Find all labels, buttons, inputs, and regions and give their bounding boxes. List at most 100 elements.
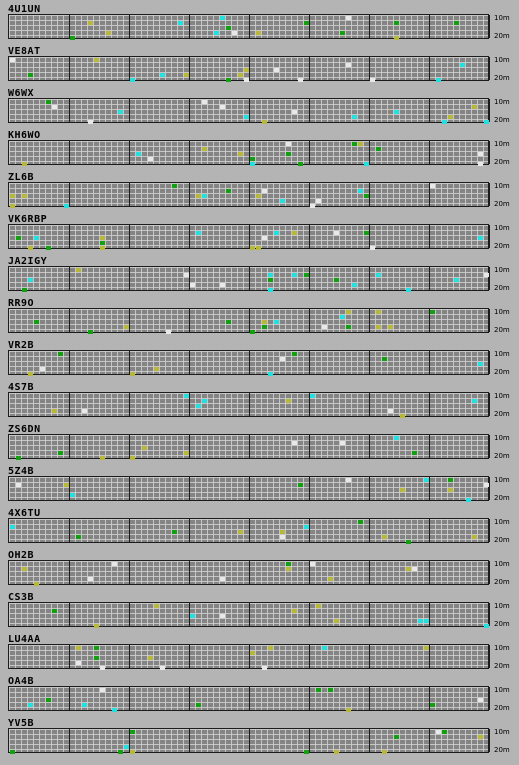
signal-spot bbox=[184, 394, 189, 398]
signal-spot bbox=[334, 231, 339, 235]
day-separator bbox=[249, 57, 250, 80]
signal-spot bbox=[394, 110, 399, 114]
signal-spot bbox=[358, 142, 363, 146]
day-separator bbox=[489, 183, 490, 206]
day-separator bbox=[429, 519, 430, 542]
signal-spot bbox=[118, 110, 123, 114]
day-separator bbox=[189, 687, 190, 710]
station-row: OH2B 10m 20m bbox=[0, 550, 519, 593]
day-separator bbox=[489, 561, 490, 584]
day-separator bbox=[429, 645, 430, 668]
station-row: 5Z4B 10m 20m bbox=[0, 466, 519, 509]
signal-spot bbox=[346, 325, 351, 329]
signal-spot bbox=[262, 325, 267, 329]
day-separator bbox=[249, 561, 250, 584]
signal-spot bbox=[28, 372, 33, 376]
day-separator bbox=[69, 561, 70, 584]
band-label-20m: 20m bbox=[494, 32, 510, 40]
signal-spot bbox=[262, 666, 267, 670]
signal-spot bbox=[448, 115, 453, 119]
signal-spot bbox=[94, 58, 99, 62]
day-separator bbox=[249, 687, 250, 710]
propagation-grid bbox=[8, 266, 490, 292]
signal-spot bbox=[184, 73, 189, 77]
signal-spot bbox=[442, 120, 447, 124]
signal-spot bbox=[202, 147, 207, 151]
signal-spot bbox=[130, 372, 135, 376]
day-separator bbox=[489, 519, 490, 542]
signal-spot bbox=[364, 194, 369, 198]
day-separator bbox=[69, 141, 70, 164]
band-label-20m: 20m bbox=[494, 116, 510, 124]
signal-spot bbox=[64, 483, 69, 487]
signal-spot bbox=[352, 142, 357, 146]
day-separator bbox=[189, 645, 190, 668]
band-label-20m: 20m bbox=[494, 242, 510, 250]
signal-spot bbox=[322, 646, 327, 650]
signal-spot bbox=[454, 21, 459, 25]
signal-spot bbox=[430, 703, 435, 707]
propagation-grid bbox=[8, 182, 490, 208]
signal-spot bbox=[16, 483, 21, 487]
signal-spot bbox=[388, 409, 393, 413]
day-separator bbox=[189, 15, 190, 38]
day-separator bbox=[189, 435, 190, 458]
signal-spot bbox=[394, 21, 399, 25]
day-separator bbox=[369, 729, 370, 752]
day-separator bbox=[369, 687, 370, 710]
signal-spot bbox=[406, 567, 411, 571]
signal-spot bbox=[472, 399, 477, 403]
signal-spot bbox=[52, 609, 57, 613]
signal-spot bbox=[424, 478, 429, 482]
signal-spot bbox=[478, 152, 483, 156]
signal-spot bbox=[70, 493, 75, 497]
signal-spot bbox=[118, 750, 123, 754]
signal-spot bbox=[154, 367, 159, 371]
propagation-grid bbox=[8, 56, 490, 82]
day-separator bbox=[69, 309, 70, 332]
signal-spot bbox=[484, 273, 489, 277]
signal-spot bbox=[364, 231, 369, 235]
signal-spot bbox=[82, 703, 87, 707]
day-separator bbox=[69, 477, 70, 500]
day-separator bbox=[309, 519, 310, 542]
signal-spot bbox=[70, 36, 75, 40]
signal-spot bbox=[76, 646, 81, 650]
day-separator bbox=[69, 687, 70, 710]
signal-spot bbox=[196, 703, 201, 707]
station-row: VK6RBP 10m 20m bbox=[0, 214, 519, 257]
day-separator bbox=[369, 141, 370, 164]
signal-spot bbox=[448, 488, 453, 492]
band-label-20m: 20m bbox=[494, 158, 510, 166]
signal-spot bbox=[304, 750, 309, 754]
signal-spot bbox=[394, 735, 399, 739]
signal-spot bbox=[292, 441, 297, 445]
signal-spot bbox=[202, 399, 207, 403]
day-separator bbox=[309, 351, 310, 374]
day-separator bbox=[369, 15, 370, 38]
signal-spot bbox=[316, 604, 321, 608]
signal-spot bbox=[124, 325, 129, 329]
propagation-grid bbox=[8, 98, 490, 124]
signal-spot bbox=[412, 451, 417, 455]
signal-spot bbox=[304, 525, 309, 529]
propagation-grid bbox=[8, 476, 490, 502]
station-callsign: CS3B bbox=[8, 592, 35, 603]
day-separator bbox=[369, 561, 370, 584]
signal-spot bbox=[280, 535, 285, 539]
station-row: VR2B 10m 20m bbox=[0, 340, 519, 383]
signal-spot bbox=[232, 31, 237, 35]
signal-spot bbox=[244, 78, 249, 82]
signal-spot bbox=[220, 105, 225, 109]
signal-spot bbox=[226, 320, 231, 324]
band-label-20m: 20m bbox=[494, 200, 510, 208]
band-label-10m: 10m bbox=[494, 434, 510, 442]
day-separator bbox=[369, 309, 370, 332]
signal-spot bbox=[478, 698, 483, 702]
band-label-10m: 10m bbox=[494, 560, 510, 568]
signal-spot bbox=[64, 204, 69, 208]
signal-spot bbox=[370, 246, 375, 250]
signal-spot bbox=[424, 619, 429, 623]
day-separator bbox=[129, 267, 130, 290]
day-separator bbox=[129, 561, 130, 584]
